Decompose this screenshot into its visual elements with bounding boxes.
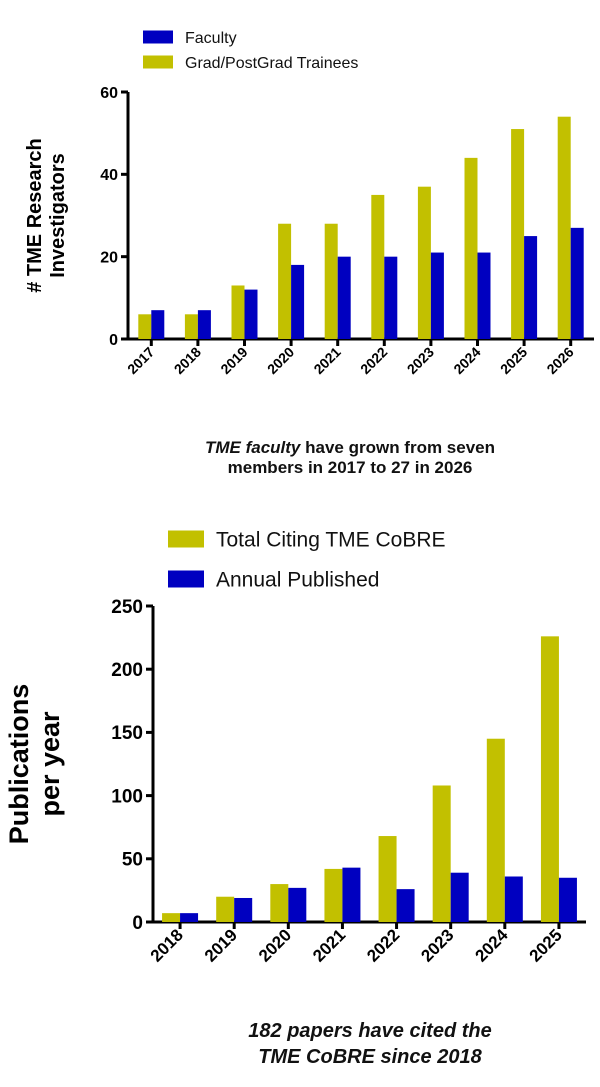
- bar-0-faculty-2017: [151, 310, 165, 339]
- y-tick-label-1: 250: [111, 597, 143, 618]
- bar-1-total-citing-tme-cobre-2019: [216, 896, 235, 922]
- legend-label-0: Faculty: [185, 30, 237, 47]
- bar-1-annual-published-2018: [180, 913, 199, 922]
- x-tick-label-1: 2022: [363, 925, 403, 965]
- bar-1-total-citing-tme-cobre-2021: [324, 868, 343, 922]
- x-tick-label-1: 2019: [201, 925, 241, 965]
- bar-0-faculty-2022: [384, 256, 398, 339]
- x-tick-label-0: 2025: [497, 344, 530, 377]
- x-tick-label-0: 2024: [450, 344, 483, 377]
- bar-0-faculty-2024: [477, 252, 491, 339]
- bar-0-faculty-2021: [337, 256, 351, 339]
- legend-label-1: Total Citing TME CoBRE: [216, 529, 446, 552]
- x-tick-label-0: 2017: [124, 344, 157, 377]
- x-tick-label-0: 2018: [171, 344, 204, 377]
- bar-0-faculty-2019: [244, 289, 258, 339]
- bar-0-faculty-2023: [430, 252, 444, 339]
- bar-0-grad-postgrad-trainees-2025: [511, 129, 525, 339]
- x-tick-label-1: 2025: [526, 925, 566, 965]
- bar-1-annual-published-2025: [558, 877, 577, 922]
- y-axis-label-0: # TME Research: [24, 138, 46, 293]
- x-tick-label-1: 2021: [309, 925, 349, 965]
- x-tick-label-0: 2020: [264, 344, 297, 377]
- legend-swatch-0: [143, 55, 173, 69]
- legend-swatch-1: [168, 530, 204, 548]
- bar-0-grad-postgrad-trainees-2021: [324, 223, 338, 339]
- legend-swatch-1: [168, 570, 204, 588]
- bar-1-annual-published-2020: [288, 887, 307, 922]
- bar-1-total-citing-tme-cobre-2024: [486, 738, 505, 922]
- bottom-caption: 182 papers have cited the TME CoBRE sinc…: [160, 1018, 580, 1070]
- x-tick-label-1: 2018: [147, 925, 187, 965]
- y-axis-label-1: Publications: [4, 684, 34, 845]
- bar-0-faculty-2020: [291, 264, 305, 339]
- bar-0-grad-postgrad-trainees-2020: [278, 223, 292, 339]
- bar-1-total-citing-tme-cobre-2023: [432, 785, 451, 922]
- bar-1-total-citing-tme-cobre-2018: [162, 913, 181, 922]
- bar-0-grad-postgrad-trainees-2018: [184, 314, 198, 339]
- bar-0-faculty-2018: [197, 310, 211, 339]
- y-tick-label-0: 20: [100, 249, 118, 266]
- x-tick-label-1: 2023: [417, 925, 457, 965]
- top-caption: TME faculty have grown from seven member…: [100, 438, 600, 478]
- bottom-caption-line1: 182 papers have cited the: [248, 1020, 492, 1042]
- bar-1-total-citing-tme-cobre-2022: [378, 836, 397, 922]
- bar-1-annual-published-2021: [342, 867, 361, 922]
- x-tick-label-1: 2024: [471, 925, 512, 966]
- bar-0-grad-postgrad-trainees-2024: [464, 157, 478, 339]
- x-tick-label-1: 2020: [255, 925, 295, 965]
- bar-1-total-citing-tme-cobre-2025: [540, 636, 559, 922]
- legend-label-0: Grad/PostGrad Trainees: [185, 55, 358, 72]
- y-tick-label-1: 200: [111, 660, 143, 681]
- x-tick-label-0: 2026: [543, 344, 576, 377]
- top-caption-line2: members in 2017 to 27 in 2026: [227, 458, 473, 477]
- y-tick-label-0: 60: [100, 85, 118, 102]
- x-tick-label-0: 2021: [310, 344, 343, 377]
- x-tick-label-0: 2023: [404, 344, 437, 377]
- bar-0-grad-postgrad-trainees-2017: [138, 314, 152, 339]
- y-tick-label-1: 50: [122, 850, 143, 871]
- bar-1-annual-published-2022: [396, 889, 415, 922]
- bar-1-annual-published-2023: [450, 872, 469, 922]
- top-caption-italic: TME faculty: [204, 438, 301, 457]
- y-tick-label-0: 40: [100, 167, 118, 184]
- bar-0-faculty-2025: [524, 236, 538, 339]
- bar-1-annual-published-2024: [504, 876, 523, 922]
- bar-0-grad-postgrad-trainees-2022: [371, 194, 385, 339]
- x-tick-label-0: 2019: [217, 344, 250, 377]
- bar-1-total-citing-tme-cobre-2020: [270, 884, 289, 922]
- legend-label-1: Annual Published: [216, 569, 379, 592]
- y-tick-label-1: 100: [111, 786, 143, 807]
- y-axis-label-1: per year: [35, 711, 65, 817]
- bar-0-grad-postgrad-trainees-2023: [417, 186, 431, 339]
- y-axis-label-0: Investigators: [47, 153, 69, 277]
- top-caption-rest: have grown from seven: [300, 438, 496, 457]
- legend-swatch-0: [143, 30, 173, 44]
- bottom-caption-line2: TME CoBRE since 2018: [258, 1046, 482, 1068]
- bar-0-grad-postgrad-trainees-2019: [231, 285, 245, 339]
- y-tick-label-0: 0: [109, 332, 118, 349]
- y-tick-label-1: 0: [132, 913, 143, 934]
- bar-0-faculty-2026: [570, 227, 584, 339]
- y-tick-label-1: 150: [111, 723, 143, 744]
- bar-1-annual-published-2019: [234, 897, 253, 922]
- bar-0-grad-postgrad-trainees-2026: [557, 116, 571, 339]
- x-tick-label-0: 2022: [357, 344, 390, 377]
